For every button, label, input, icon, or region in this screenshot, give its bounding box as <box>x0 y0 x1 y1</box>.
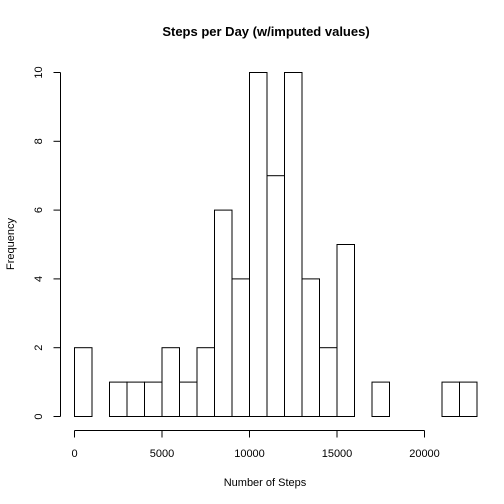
histogram-bar <box>285 73 303 417</box>
histogram-bar <box>145 382 163 416</box>
y-tick-label: 4 <box>33 276 45 282</box>
y-tick-label: 6 <box>33 207 45 213</box>
histogram-bar <box>197 348 215 417</box>
histogram-bar <box>320 348 338 417</box>
y-tick-label: 2 <box>33 345 45 351</box>
x-axis: 0 5000 10000 15000 20000 <box>71 431 439 461</box>
x-tick-label: 0 <box>71 448 77 460</box>
y-tick-label: 0 <box>33 413 45 419</box>
histogram-bar <box>75 348 93 417</box>
histogram-bar <box>180 382 198 416</box>
histogram-bar <box>337 245 355 417</box>
histogram-bar <box>110 382 128 416</box>
histogram-bar <box>302 279 320 417</box>
histogram-bar <box>215 210 233 416</box>
histogram-bar <box>372 382 390 416</box>
y-axis-label: Frequency <box>5 218 17 270</box>
y-axis: 0 2 4 6 8 10 <box>33 66 61 419</box>
histogram-bar <box>267 176 285 417</box>
histogram-bar <box>250 73 268 417</box>
x-axis-label: Number of Steps <box>224 477 307 489</box>
x-tick-label: 20000 <box>409 448 440 460</box>
y-tick-label: 8 <box>33 138 45 144</box>
histogram-bar <box>460 382 478 416</box>
histogram-bar <box>127 382 145 416</box>
chart-title: Steps per Day (w/imputed values) <box>162 24 369 39</box>
x-tick-label: 10000 <box>234 448 265 460</box>
histogram-bar <box>232 279 250 417</box>
histogram-bar <box>442 382 460 416</box>
y-tick-label: 10 <box>33 66 45 78</box>
bars-group <box>75 73 478 417</box>
x-tick-label: 5000 <box>150 448 174 460</box>
x-tick-label: 15000 <box>322 448 353 460</box>
histogram-bar <box>162 348 180 417</box>
